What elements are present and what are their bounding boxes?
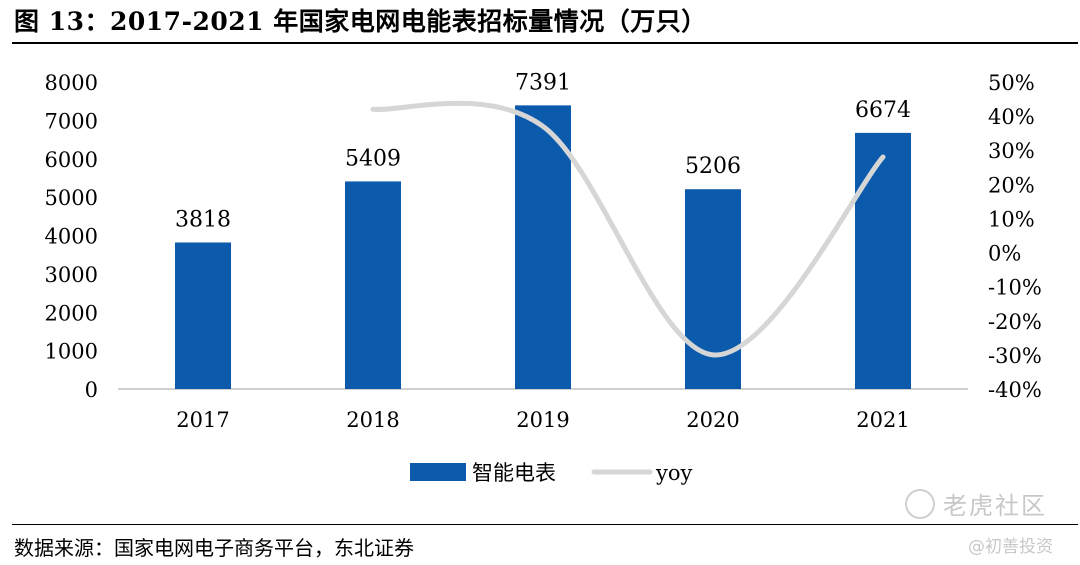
y-right-tick-label: -10%	[988, 276, 1042, 300]
y-right-tick-label: -30%	[988, 344, 1042, 368]
y-left-tick-label: 5000	[45, 186, 98, 210]
title-rule	[12, 42, 1078, 44]
bar	[855, 132, 911, 389]
x-tick-label: 2018	[346, 408, 399, 432]
chart-svg: 0 1000 2000 3000 4000 5000 6000 7000 8000 -40% -30…	[45, 70, 1042, 485]
bar-data-label: 7391	[515, 70, 571, 95]
legend-label-line: yoy	[655, 461, 693, 485]
y-left-tick-label: 2000	[45, 301, 98, 325]
legend-label-bar: 智能电表	[472, 461, 556, 485]
x-tick-label: 2021	[856, 408, 909, 432]
y-left-tick-label: 4000	[45, 225, 98, 249]
y-right-tick-label: 40%	[988, 105, 1035, 129]
y-right-tick-label: 0%	[988, 242, 1021, 266]
y-left-tick-label: 1000	[45, 340, 98, 364]
y-right-tick-label: 10%	[988, 207, 1035, 231]
y-left-tick-label: 7000	[45, 109, 98, 133]
bar	[685, 189, 741, 389]
y-right-tick-label: 50%	[988, 71, 1035, 95]
x-tick-label: 2019	[516, 408, 569, 432]
source-rule	[12, 524, 1078, 525]
y-right-tick-label: -40%	[988, 378, 1042, 402]
bar-data-label: 5409	[345, 146, 401, 171]
bar	[345, 181, 401, 389]
x-tick-label: 2017	[176, 408, 229, 432]
watermark-brand: 老虎社区	[905, 486, 1047, 522]
swirl-logo-icon	[905, 489, 935, 519]
bar	[515, 105, 571, 390]
y-left-tick-label: 8000	[45, 71, 98, 95]
y-right-tick-label: -20%	[988, 310, 1042, 334]
legend-swatch-bar	[410, 463, 466, 481]
source-note: 数据来源：国家电网电子商务平台，东北证券	[14, 536, 414, 560]
bar-data-label: 3818	[175, 207, 231, 232]
watermark-brand-text: 老虎社区	[943, 492, 1047, 520]
y-right-tick-label: 30%	[988, 139, 1035, 163]
y-right-tick-label: 20%	[988, 173, 1035, 197]
yoy-line	[370, 100, 886, 358]
chart-title: 图 13：2017-2021 年国家电网电能表招标量情况（万只）	[14, 7, 707, 36]
x-tick-label: 2020	[686, 408, 739, 432]
watermark-author: @初善投资	[968, 537, 1053, 557]
bar	[175, 242, 231, 389]
bar-data-label: 6674	[855, 98, 911, 123]
y-left-tick-label: 6000	[45, 148, 98, 172]
bar-data-label: 5206	[685, 154, 741, 179]
y-left-tick-label: 3000	[45, 263, 98, 287]
y-left-tick-label: 0	[85, 378, 98, 402]
